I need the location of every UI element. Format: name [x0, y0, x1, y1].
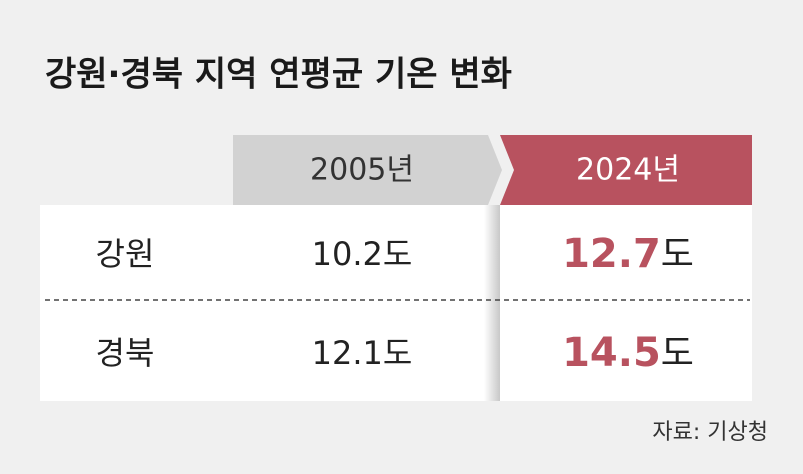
row-label: 강원: [96, 235, 155, 273]
cell-value: 14.5: [562, 330, 661, 376]
cell-value: 10.2: [312, 235, 383, 273]
cell-unit: 도: [383, 334, 412, 372]
row-label: 경북: [96, 334, 155, 372]
cell: 12.1도: [312, 334, 413, 372]
column-shade: [484, 205, 500, 401]
column-header: 2024년: [576, 153, 680, 188]
cell-value: 12.7: [562, 231, 661, 277]
cell-unit: 도: [661, 234, 694, 275]
column-header: 2005년: [310, 153, 414, 188]
cell: 14.5도: [562, 330, 694, 376]
cell: 12.7도: [562, 231, 694, 277]
cell: 10.2도: [312, 235, 413, 273]
header-2024: [500, 135, 752, 205]
table-body: [40, 205, 752, 401]
header-2005: [233, 135, 502, 205]
title: 강원·경북 지역 연평균 기온 변화: [45, 55, 512, 95]
cell-value: 12.1: [312, 334, 383, 372]
source: 자료: 기상청: [652, 420, 768, 445]
cell-unit: 도: [383, 235, 412, 273]
cell-unit: 도: [661, 333, 694, 374]
